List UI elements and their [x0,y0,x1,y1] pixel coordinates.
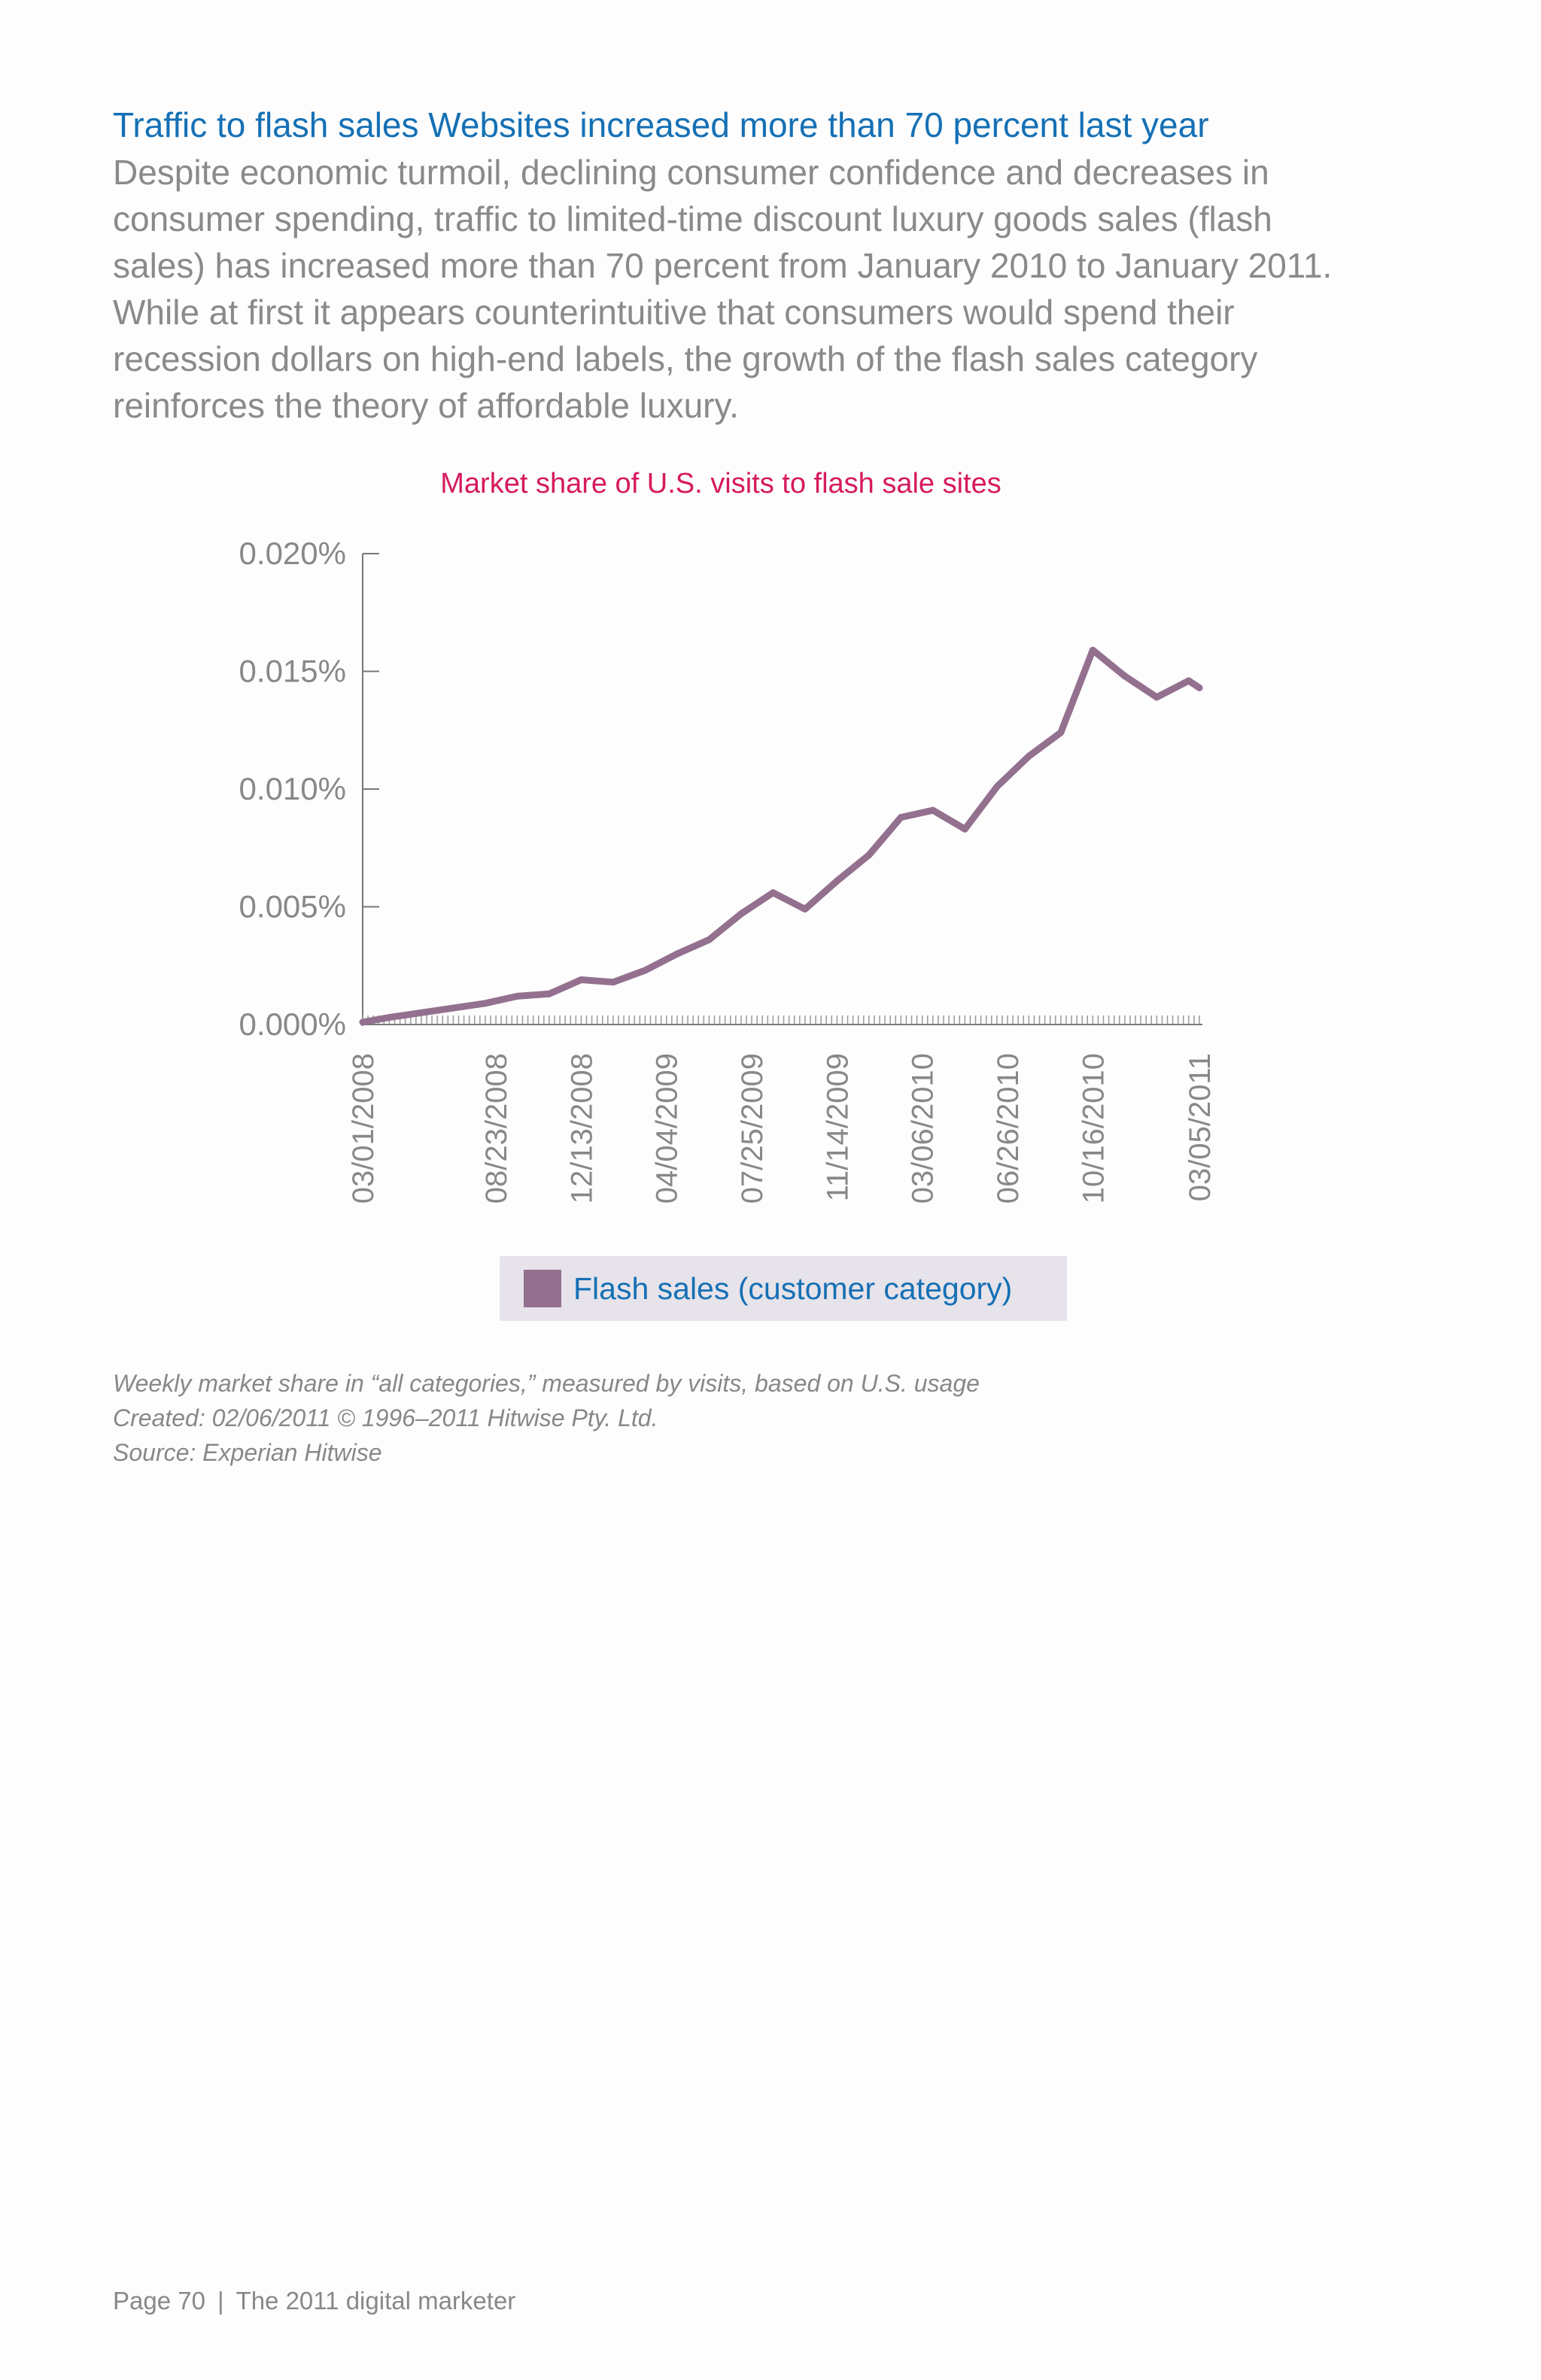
data-point [1196,684,1203,691]
chart-notes: Weekly market share in “all categories,”… [113,1366,1242,1470]
note-created: Created: 02/06/2011 © 1996–2011 Hitwise … [113,1404,658,1431]
series-line-flash-sales [359,646,1203,1026]
data-point [961,825,968,833]
data-point [577,976,585,984]
data-point [641,967,649,974]
data-point [705,936,713,943]
data-point [737,910,745,918]
footer-separator: | [217,2287,224,2315]
y-tick-label: 0.015% [239,654,346,689]
data-point [929,806,937,814]
x-tick-label: 07/25/2009 [736,1053,769,1204]
data-point [1025,752,1032,760]
chart-title: Market share of U.S. visits to flash sal… [440,468,1001,499]
data-point [418,1009,425,1016]
y-tick-label: 0.005% [239,889,346,924]
x-tick-label: 08/23/2008 [480,1053,513,1204]
data-point [359,1018,366,1026]
x-tick-label: 04/04/2009 [651,1053,684,1204]
y-tick-label: 0.020% [239,536,346,571]
article-body: Despite economic turmoil, declining cons… [113,153,1333,425]
article-heading: Traffic to flash sales Websites increase… [113,105,1209,144]
note-source: Source: Experian Hitwise [113,1439,382,1466]
publication-title: The 2011 digital marketer [236,2287,516,2315]
chart-legend: Flash sales (customer category) [500,1256,1067,1321]
data-point [1089,646,1096,654]
data-point [1153,694,1160,701]
x-tick-label: 06/26/2010 [992,1053,1025,1204]
data-point [546,990,553,997]
legend-label: Flash sales (customer category) [573,1270,1013,1306]
data-point [833,877,840,885]
y-tick-label: 0.010% [239,771,346,806]
data-point [609,979,617,986]
page-number: Page 70 [113,2287,205,2315]
x-tick-label: 03/01/2008 [347,1053,380,1204]
data-point [673,950,681,958]
data-point [449,1004,457,1012]
data-point [865,852,873,859]
x-tick-label: 03/05/2011 [1184,1053,1217,1201]
data-point [482,1000,489,1007]
data-point [801,906,809,913]
page-footer: Page 70 | The 2011 digital marketer [113,2287,515,2315]
data-point [385,1014,393,1022]
x-tick-label: 03/06/2010 [907,1053,940,1204]
x-tick-label: 12/13/2008 [565,1053,598,1204]
y-tick-label: 0.000% [239,1006,346,1042]
flash-sales-line-chart: Market share of U.S. visits to flash sal… [239,468,1217,1204]
data-point [1057,729,1065,736]
data-point [769,889,777,897]
data-point [513,992,521,1000]
legend-swatch [524,1270,561,1307]
x-tick-label: 11/14/2009 [821,1053,854,1201]
x-tick-label: 10/16/2010 [1077,1053,1110,1204]
data-point [1185,677,1193,685]
data-point [1121,672,1129,680]
data-point [897,814,904,821]
data-point [993,783,1001,791]
note-methodology: Weekly market share in “all categories,”… [113,1370,980,1397]
